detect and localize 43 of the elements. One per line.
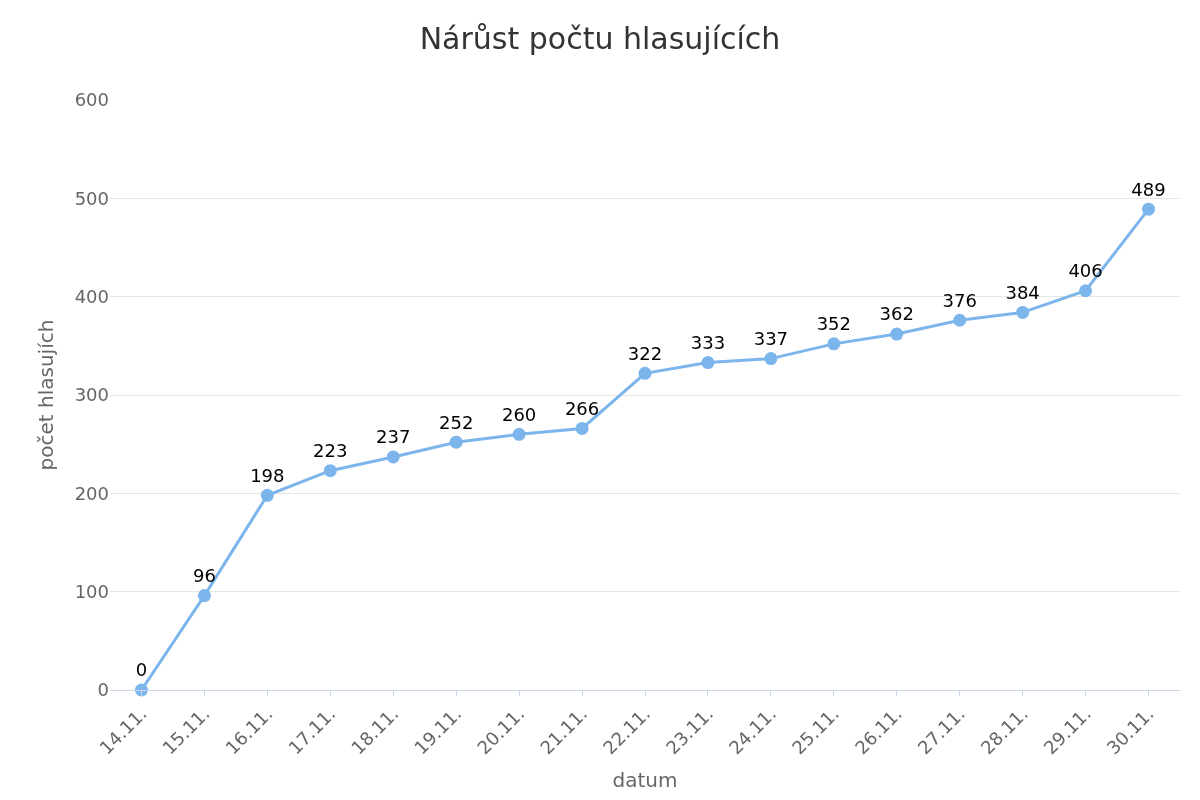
data-label: 260	[501, 403, 537, 425]
data-label: 266	[564, 397, 600, 419]
y-tick-label: 0	[97, 679, 109, 701]
point	[260, 488, 274, 502]
point	[323, 464, 337, 478]
chart-title: Nárůst počtu hlasujících	[419, 21, 781, 56]
data-label: 198	[250, 464, 285, 486]
data-label: 333	[690, 331, 726, 353]
y-tick-label: 300	[74, 384, 109, 406]
y-tick-label: 200	[74, 482, 109, 504]
data-label: 237	[376, 426, 411, 448]
point	[512, 427, 526, 441]
y-tick-label: 600	[74, 89, 109, 111]
data-label: 384	[1005, 281, 1040, 303]
point	[1016, 305, 1030, 319]
data-label: 489	[1131, 178, 1166, 200]
point	[827, 337, 841, 351]
point	[890, 327, 904, 341]
point	[953, 313, 967, 327]
data-label: 337	[753, 327, 789, 349]
y-axis-title: počet hlasujích	[34, 319, 59, 471]
data-label: 322	[627, 342, 663, 364]
point	[764, 352, 778, 366]
y-tick-label: 100	[74, 580, 109, 602]
point	[1079, 284, 1093, 298]
data-label: 406	[1068, 260, 1103, 282]
point	[575, 421, 589, 435]
point	[638, 366, 652, 380]
point	[1142, 202, 1156, 216]
data-label: 376	[942, 289, 977, 311]
point	[386, 450, 400, 464]
data-label: 362	[879, 303, 914, 325]
data-label: 352	[816, 313, 851, 335]
data-label: 0	[135, 659, 148, 681]
point	[197, 589, 211, 603]
data-label: 223	[313, 440, 348, 462]
x-axis-title: datum	[612, 767, 678, 792]
y-tick-label: 500	[74, 187, 109, 209]
point	[449, 435, 463, 449]
data-label: 252	[439, 411, 474, 433]
point	[701, 356, 715, 370]
y-tick-label: 400	[74, 285, 109, 307]
data-label: 96	[192, 564, 216, 586]
